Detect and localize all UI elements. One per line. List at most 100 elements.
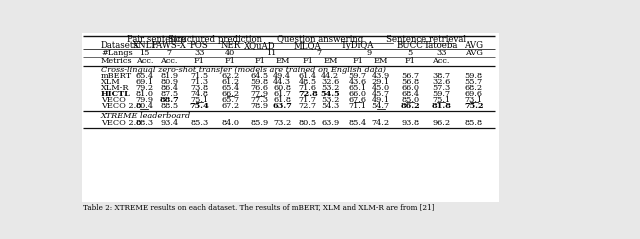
Text: XTREME leaderboard: XTREME leaderboard (101, 113, 191, 120)
Text: mBERT: mBERT (101, 72, 132, 80)
Text: 71.1: 71.1 (348, 103, 367, 110)
Text: 59.8: 59.8 (251, 78, 269, 86)
Text: 77.9: 77.9 (251, 90, 269, 98)
Text: 84.0: 84.0 (221, 119, 239, 127)
Text: 87.5: 87.5 (160, 90, 178, 98)
Text: 62.2: 62.2 (221, 72, 239, 80)
Text: 71.5: 71.5 (190, 72, 209, 80)
Text: F1: F1 (254, 57, 265, 65)
Text: Metrics: Metrics (101, 57, 132, 65)
Text: EM: EM (275, 57, 289, 65)
Text: 61.8: 61.8 (273, 96, 291, 104)
Text: MLQA: MLQA (294, 41, 322, 50)
Text: 33: 33 (194, 49, 205, 57)
Text: 7: 7 (317, 49, 322, 57)
Text: 29.1: 29.1 (372, 78, 390, 86)
Text: VECO: VECO (101, 96, 125, 104)
Text: 96.2: 96.2 (432, 119, 450, 127)
Text: 44.3: 44.3 (273, 78, 291, 86)
Text: HICTL: HICTL (101, 90, 131, 98)
Text: POS: POS (190, 41, 209, 50)
Text: 69.6: 69.6 (465, 90, 483, 98)
Text: 81.8: 81.8 (431, 103, 451, 110)
Text: 79.2: 79.2 (135, 84, 154, 92)
Text: 66.0: 66.0 (348, 90, 367, 98)
Text: 71.3: 71.3 (190, 78, 209, 86)
Text: 71.6: 71.6 (299, 84, 317, 92)
Text: 15: 15 (139, 49, 150, 57)
Text: 85.3: 85.3 (190, 119, 209, 127)
Text: 43.9: 43.9 (372, 72, 390, 80)
Text: 65.4: 65.4 (221, 84, 239, 92)
Text: 56.7: 56.7 (401, 72, 419, 80)
Text: 81.0: 81.0 (135, 90, 154, 98)
Text: XLM-R: XLM-R (101, 84, 129, 92)
Text: XQuAD: XQuAD (244, 41, 276, 50)
Text: 11: 11 (266, 49, 276, 57)
Text: 49.1: 49.1 (372, 96, 390, 104)
Text: 85.9: 85.9 (251, 119, 269, 127)
Text: 49.4: 49.4 (273, 72, 291, 80)
Text: 80.5: 80.5 (299, 119, 317, 127)
Text: 75.1: 75.1 (432, 96, 450, 104)
Text: 32.6: 32.6 (432, 78, 451, 86)
Text: XNLI: XNLI (133, 41, 156, 50)
Text: 9: 9 (367, 49, 372, 57)
Text: Pair sentence: Pair sentence (127, 35, 186, 44)
Text: F1: F1 (352, 57, 363, 65)
Text: 75.4: 75.4 (189, 103, 209, 110)
Text: 73.2: 73.2 (273, 119, 291, 127)
Text: TyDiQA: TyDiQA (340, 41, 374, 50)
Text: 65.4: 65.4 (135, 72, 154, 80)
Text: 54.7: 54.7 (372, 103, 390, 110)
Text: 80.4: 80.4 (135, 103, 154, 110)
Text: 53.2: 53.2 (321, 96, 339, 104)
Text: 45.7: 45.7 (372, 90, 390, 98)
Text: 53.2: 53.2 (321, 84, 339, 92)
Text: 76.6: 76.6 (251, 84, 269, 92)
Text: 33: 33 (436, 49, 447, 57)
Text: F1: F1 (225, 57, 236, 65)
Text: 66.0: 66.0 (401, 84, 419, 92)
Text: Datasets: Datasets (101, 41, 139, 50)
Text: 72.8: 72.8 (298, 90, 317, 98)
Text: 61.2: 61.2 (221, 78, 239, 86)
Text: 69.1: 69.1 (135, 78, 154, 86)
Text: 79.9: 79.9 (135, 96, 154, 104)
Text: 56.8: 56.8 (401, 78, 419, 86)
Text: 80.9: 80.9 (160, 78, 178, 86)
Text: 44.2: 44.2 (321, 72, 339, 80)
Text: 60.8: 60.8 (273, 84, 291, 92)
Text: 81.9: 81.9 (160, 72, 178, 80)
Text: 38.7: 38.7 (432, 72, 450, 80)
Text: Tatoeba: Tatoeba (424, 41, 458, 50)
Text: 54.5: 54.5 (321, 90, 340, 98)
Text: Acc.: Acc. (161, 57, 178, 65)
Text: 5: 5 (408, 49, 413, 57)
Text: 77.3: 77.3 (251, 96, 269, 104)
Text: 88.7: 88.7 (159, 96, 179, 104)
Bar (81, 33, 499, 202)
Text: 32.6: 32.6 (321, 78, 339, 86)
Text: BUCC: BUCC (397, 41, 424, 50)
Text: 40: 40 (225, 49, 236, 57)
Text: PAWS-X: PAWS-X (152, 41, 187, 50)
Text: 88.5: 88.5 (160, 103, 178, 110)
Text: XLM: XLM (101, 78, 120, 86)
Text: AVG: AVG (464, 41, 483, 50)
Text: 72.7: 72.7 (299, 103, 317, 110)
Text: 65.1: 65.1 (348, 84, 367, 92)
Text: 43.6: 43.6 (348, 78, 367, 86)
Text: 73.8: 73.8 (190, 84, 209, 92)
Text: Cross-lingual zero-shot transfer (models are trained on English data): Cross-lingual zero-shot transfer (models… (101, 66, 386, 74)
Text: 45.0: 45.0 (372, 84, 390, 92)
Text: VECO 2.0: VECO 2.0 (101, 119, 141, 127)
Text: 63.7: 63.7 (273, 103, 292, 110)
Text: AVG: AVG (465, 49, 483, 57)
Text: 93.8: 93.8 (401, 119, 419, 127)
Text: 63.9: 63.9 (321, 119, 339, 127)
Text: 67.2: 67.2 (221, 103, 239, 110)
Text: 85.8: 85.8 (465, 119, 483, 127)
Text: 59.7: 59.7 (432, 90, 450, 98)
Text: 68.2: 68.2 (465, 84, 483, 92)
